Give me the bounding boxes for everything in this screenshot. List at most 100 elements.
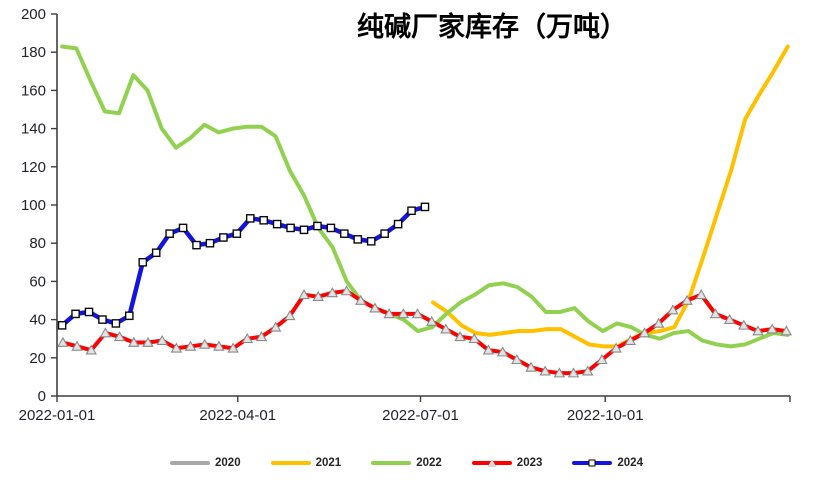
y-tick-label: 40 — [29, 312, 46, 329]
marker-triangle — [142, 336, 154, 347]
marker-triangle — [610, 342, 622, 353]
marker-triangle — [681, 294, 693, 305]
series-line-2021 — [431, 44, 790, 349]
marker-square — [393, 219, 403, 229]
marker-square — [407, 206, 416, 216]
marker-triangle — [511, 354, 523, 365]
marker-square — [232, 229, 242, 238]
y-tick-label: 200 — [21, 6, 46, 23]
marker-triangle — [596, 354, 608, 365]
marker-square — [71, 309, 80, 319]
marker-square — [299, 225, 309, 235]
marker-square — [366, 236, 376, 246]
marker-triangle — [241, 332, 254, 344]
y-tick-label: 160 — [21, 82, 46, 99]
legend-line-swatch — [270, 461, 311, 465]
chart-title: 纯碱厂家库存（万吨） — [357, 12, 627, 42]
marker-square — [178, 223, 188, 233]
marker-triangle — [99, 327, 112, 338]
x-tick-label: 2022-07-01 — [382, 407, 459, 424]
legend-label: 2020 — [215, 457, 241, 469]
series-line-2022 — [60, 44, 790, 349]
legend-marker-triangle-icon — [487, 459, 496, 467]
legend-item-2024: 2024 — [572, 457, 643, 469]
marker-square — [138, 258, 148, 267]
marker-triangle — [525, 361, 537, 372]
marker-triangle — [326, 287, 339, 298]
y-tick-label: 60 — [29, 273, 46, 290]
marker-triangle — [156, 334, 168, 345]
marker-triangle — [723, 313, 736, 324]
legend-label: 2023 — [516, 457, 543, 469]
marker-triangle — [468, 332, 480, 344]
marker-square — [84, 307, 94, 317]
y-tick-label: 120 — [21, 159, 46, 176]
marker-square — [125, 311, 134, 321]
marker-triangle — [85, 344, 97, 355]
marker-triangle — [355, 294, 367, 305]
marker-square — [151, 248, 161, 258]
marker-triangle — [496, 346, 509, 357]
marker-triangle — [383, 308, 395, 319]
series-line-2024 — [59, 204, 428, 328]
marker-triangle — [170, 342, 183, 353]
marker-square — [259, 215, 269, 225]
legend-line-swatch — [170, 461, 211, 465]
marker-triangle — [57, 336, 69, 347]
marker-triangle — [567, 367, 580, 378]
marker-square — [205, 238, 215, 248]
chart-legend: 2020 2021 2022 2023 2024 — [0, 457, 813, 469]
plot-area: 0 20 40 60 80 100 120 140 160 180 200 2022-01-01 202… — [19, 6, 793, 424]
marker-triangle — [298, 289, 310, 300]
marker-triangle — [227, 342, 239, 353]
marker-square — [192, 240, 201, 250]
legend-line-swatch — [471, 459, 512, 467]
marker-triangle — [369, 302, 381, 313]
legend-item-2021: 2021 — [270, 457, 342, 469]
legend-line-swatch — [371, 461, 412, 465]
y-tick-label: 80 — [29, 235, 46, 252]
legend-item-2022: 2022 — [371, 457, 442, 469]
marker-triangle — [128, 336, 140, 347]
marker-triangle — [553, 367, 566, 378]
y-tick-label: 140 — [21, 121, 46, 138]
marker-triangle — [738, 319, 750, 330]
marker-triangle — [312, 290, 324, 302]
y-tick-label: 0 — [38, 388, 46, 405]
marker-triangle — [71, 340, 83, 351]
x-tick-label: 2022-10-01 — [567, 407, 644, 424]
marker-triangle — [213, 340, 225, 351]
marker-square — [57, 321, 67, 330]
marker-triangle — [340, 285, 353, 296]
legend-marker-square-icon — [588, 459, 596, 467]
legend-item-2023: 2023 — [471, 457, 543, 469]
marker-square — [353, 235, 363, 244]
marker-triangle — [752, 325, 764, 336]
marker-triangle — [581, 365, 594, 376]
legend-label: 2024 — [617, 457, 643, 469]
marker-triangle — [411, 308, 424, 319]
x-tick-label: 2022-01-01 — [19, 407, 96, 424]
marker-triangle — [284, 310, 296, 321]
marker-triangle — [397, 308, 410, 319]
y-tick-label: 100 — [21, 197, 46, 214]
marker-triangle — [539, 365, 551, 376]
marker-square — [245, 214, 255, 223]
marker-triangle — [695, 289, 707, 300]
marker-square — [111, 319, 121, 328]
legend-label: 2022 — [416, 457, 442, 469]
marker-triangle — [269, 321, 282, 332]
legend-label: 2021 — [315, 457, 342, 469]
marker-triangle — [780, 325, 793, 336]
marker-triangle — [198, 338, 211, 349]
marker-square — [313, 221, 322, 231]
marker-triangle — [766, 323, 778, 334]
series-line-2023 — [60, 288, 789, 376]
marker-triangle — [184, 340, 197, 351]
marker-square — [420, 202, 430, 212]
marker-triangle — [454, 331, 466, 342]
x-tick-label: 2022-04-01 — [199, 407, 276, 424]
marker-triangle — [624, 334, 637, 345]
marker-triangle — [667, 304, 679, 315]
